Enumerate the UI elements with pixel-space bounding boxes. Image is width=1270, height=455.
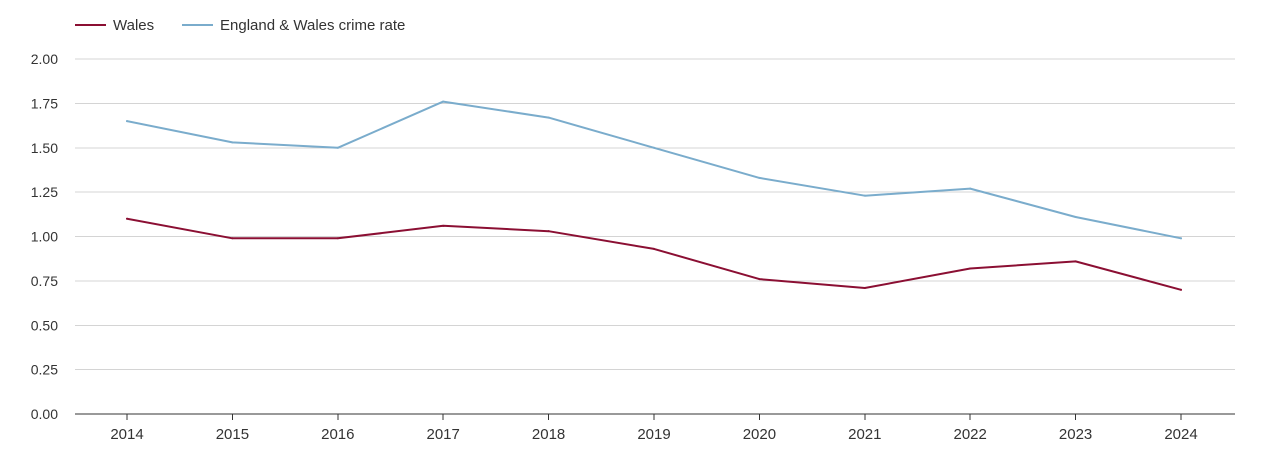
- x-axis: 2014 2015 2016 2017 2018 2019 2020 2021 2022 2023…: [110, 414, 1198, 443]
- data-point: [231, 237, 234, 240]
- data-point: [442, 224, 445, 227]
- series-layer: [126, 100, 1182, 291]
- x-tick-label: 2018: [532, 426, 565, 443]
- x-tick-label: 2015: [216, 426, 249, 443]
- data-point: [231, 141, 234, 144]
- series-line-england-wales: [126, 100, 1182, 240]
- y-axis: 0.00 0.25 0.50 0.75 1.00 1.25 1.50 1.75 2.00: [31, 51, 58, 422]
- x-tick-label: 2016: [321, 426, 354, 443]
- data-point: [653, 146, 655, 149]
- y-tick-label: 0.75: [31, 273, 58, 289]
- y-tick-label: 0.25: [31, 362, 58, 378]
- data-point: [758, 278, 761, 281]
- data-point: [547, 230, 550, 233]
- data-point: [863, 194, 866, 197]
- data-point: [969, 187, 972, 190]
- legend: Wales England & Wales crime rate: [75, 17, 405, 34]
- data-point: [126, 217, 128, 220]
- data-point: [547, 116, 550, 119]
- data-point: [1074, 260, 1077, 263]
- data-point: [969, 267, 972, 270]
- data-point: [863, 286, 866, 289]
- y-tick-label: 1.25: [31, 184, 58, 200]
- data-point: [126, 120, 128, 123]
- y-tick-label: 0.50: [31, 317, 58, 333]
- data-point: [442, 100, 445, 103]
- grid-lines: [75, 58, 1235, 415]
- data-point: [336, 146, 339, 149]
- y-tick-label: 1.75: [31, 95, 58, 111]
- x-tick-label: 2024: [1164, 426, 1197, 443]
- x-tick-label: 2017: [427, 426, 460, 443]
- x-tick-label: 2021: [848, 426, 881, 443]
- y-tick-label: 1.00: [31, 229, 58, 245]
- x-tick-label: 2019: [637, 426, 670, 443]
- x-tick-label: 2020: [743, 426, 776, 443]
- x-tick-label: 2023: [1059, 426, 1092, 443]
- legend-label: England & Wales crime rate: [220, 17, 405, 34]
- y-tick-label: 2.00: [31, 51, 58, 67]
- data-point: [1180, 237, 1182, 240]
- y-tick-label: 1.50: [31, 140, 58, 156]
- data-point: [1074, 215, 1077, 218]
- series-line-wales: [126, 217, 1182, 291]
- x-tick-label: 2022: [954, 426, 987, 443]
- y-tick-label: 0.00: [31, 406, 58, 422]
- x-tick-label: 2014: [110, 426, 143, 443]
- data-point: [336, 237, 339, 240]
- legend-label: Wales: [113, 17, 154, 34]
- data-point: [758, 176, 761, 179]
- data-point: [1180, 288, 1182, 291]
- data-point: [653, 247, 655, 250]
